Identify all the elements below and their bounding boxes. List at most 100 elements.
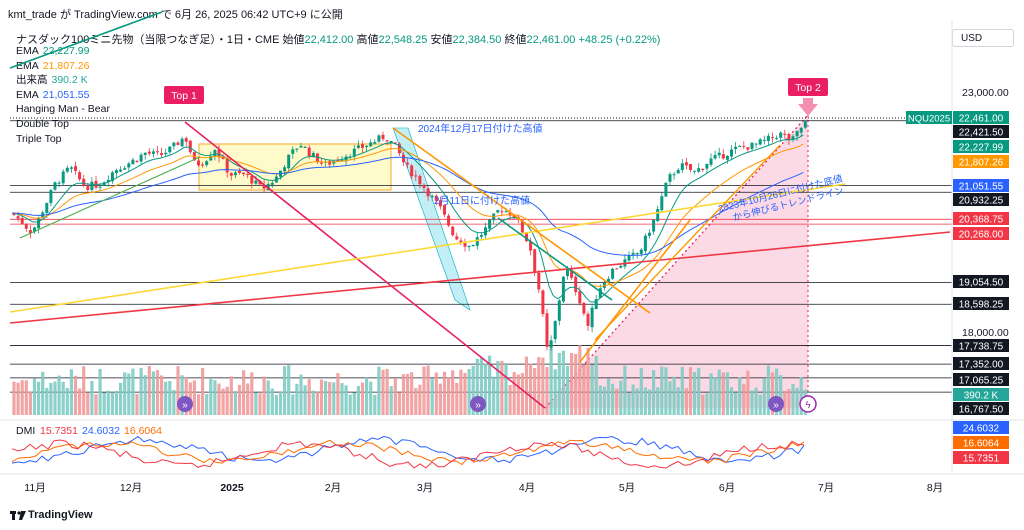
legend-label: EMA bbox=[16, 59, 39, 72]
svg-text:17,065.25: 17,065.25 bbox=[959, 376, 1004, 387]
candle-body bbox=[672, 174, 676, 176]
svg-text:DMI: DMI bbox=[16, 425, 35, 437]
candle-body bbox=[520, 220, 524, 233]
orange-line-2 bbox=[579, 219, 691, 363]
volume-bar bbox=[500, 360, 504, 415]
volume-bar bbox=[12, 381, 16, 415]
svg-text:19,054.50: 19,054.50 bbox=[959, 278, 1004, 289]
volume-bar bbox=[627, 393, 631, 415]
candle-body bbox=[779, 132, 783, 138]
volume-bar bbox=[65, 387, 69, 415]
candle-body bbox=[410, 165, 414, 177]
low-value: 22,384.50 bbox=[452, 34, 502, 46]
volume-bar bbox=[37, 381, 41, 415]
legend-row: 出来高 390.2 K bbox=[16, 73, 110, 88]
candle-body bbox=[574, 276, 578, 292]
volume-bar bbox=[787, 389, 791, 415]
volume-bar bbox=[434, 372, 438, 415]
volume-bar bbox=[172, 389, 176, 415]
event-icon[interactable]: » bbox=[768, 396, 784, 412]
volume-bar bbox=[656, 387, 660, 415]
candle-body bbox=[336, 160, 340, 162]
candle-body bbox=[484, 227, 487, 236]
candle-body bbox=[578, 291, 582, 304]
volume-bar bbox=[783, 390, 787, 415]
volume-bar bbox=[684, 388, 688, 415]
candle-body bbox=[414, 175, 418, 177]
volume-bar bbox=[553, 369, 557, 415]
candle-body bbox=[283, 167, 287, 172]
candle-body bbox=[33, 227, 36, 232]
svg-text:NQU2025: NQU2025 bbox=[908, 114, 950, 125]
volume-bar bbox=[483, 363, 488, 415]
volume-bar bbox=[82, 366, 86, 415]
candle-body bbox=[16, 216, 20, 219]
lightning-icon[interactable]: ϟ bbox=[799, 395, 817, 413]
svg-text:17,738.75: 17,738.75 bbox=[959, 342, 1004, 353]
candle-body bbox=[180, 138, 184, 147]
candle-body bbox=[188, 140, 192, 153]
candle-body bbox=[631, 252, 635, 255]
volume-bar bbox=[324, 381, 328, 415]
svg-text:22,461.00: 22,461.00 bbox=[959, 114, 1004, 125]
volume-bar bbox=[295, 383, 299, 415]
svg-text:21,051.55: 21,051.55 bbox=[959, 182, 1004, 193]
volume-bar bbox=[225, 386, 229, 415]
volume-bar bbox=[623, 365, 627, 415]
volume-bar bbox=[586, 347, 590, 415]
dec17-annotation: 2024年12月17日付けた高値 bbox=[418, 122, 543, 135]
footer-brand: TradingView bbox=[28, 509, 93, 521]
green-trendline-low bbox=[19, 156, 201, 239]
price-label: 22,421.50 bbox=[953, 125, 1009, 139]
volume-bar bbox=[565, 365, 570, 415]
candle-body bbox=[307, 147, 311, 157]
svg-text:15.7351: 15.7351 bbox=[963, 454, 1000, 465]
candle-body bbox=[598, 288, 602, 298]
candle-body bbox=[754, 143, 758, 145]
volume-bar bbox=[184, 377, 188, 415]
candle-body bbox=[762, 139, 766, 141]
volume-bar bbox=[20, 380, 24, 415]
candle-body bbox=[225, 158, 229, 173]
candle-body bbox=[426, 188, 430, 197]
svg-text:ϟ: ϟ bbox=[805, 400, 811, 411]
event-icon[interactable]: » bbox=[177, 396, 193, 412]
candle-body bbox=[561, 276, 565, 302]
volume-bar bbox=[287, 365, 291, 415]
volume-bar bbox=[217, 383, 221, 415]
price-label: 16,767.50 bbox=[953, 402, 1009, 416]
candle-body bbox=[434, 195, 438, 201]
low-label: 安値 bbox=[430, 34, 453, 46]
price-tick-23000: 23,000.00 bbox=[962, 87, 1009, 99]
candle-body bbox=[344, 156, 348, 162]
volume-bar bbox=[28, 391, 32, 415]
candle-body bbox=[164, 152, 168, 155]
candle-body bbox=[61, 171, 65, 184]
currency-button[interactable]: USD bbox=[952, 29, 1014, 47]
event-icon[interactable]: » bbox=[470, 396, 486, 412]
candle-body bbox=[377, 135, 381, 142]
volume-bar bbox=[541, 357, 545, 415]
volume-bar bbox=[688, 367, 693, 415]
candle-body bbox=[721, 154, 725, 159]
candle-body bbox=[86, 186, 90, 190]
time-tick: 5月 bbox=[619, 482, 635, 494]
symbol-name: ナスダック100ミニ先物（当限つなぎ足）・1日・CME bbox=[16, 34, 280, 46]
candle-body bbox=[131, 159, 135, 165]
volume-bar bbox=[53, 381, 57, 415]
legend-value: 22,227.99 bbox=[42, 45, 90, 57]
volume-bar bbox=[32, 378, 37, 415]
volume-bar bbox=[545, 367, 549, 415]
candle-body bbox=[566, 269, 569, 277]
volume-bar bbox=[447, 377, 451, 415]
feb11-annotation: 2月11日に付けた高値 bbox=[434, 194, 530, 207]
volume-bar bbox=[664, 367, 668, 415]
candle-body bbox=[656, 209, 660, 222]
candle-body bbox=[246, 174, 250, 176]
candle-body bbox=[12, 212, 16, 215]
volume-bar bbox=[713, 377, 717, 415]
orange-line-3 bbox=[594, 144, 781, 341]
candle-body bbox=[98, 186, 102, 188]
candle-body bbox=[504, 211, 508, 213]
